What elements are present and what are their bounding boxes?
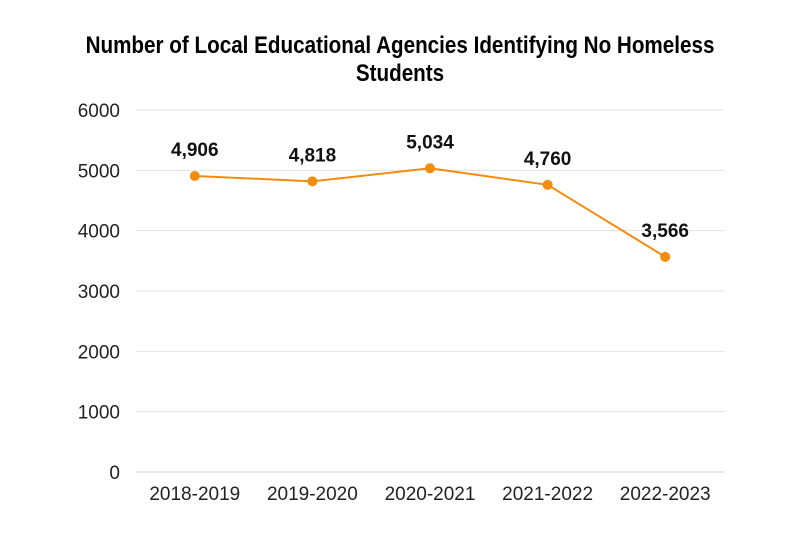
x-tick-label: 2018-2019 [149,484,240,505]
y-tick-label: 6000 [78,101,120,122]
y-tick-label: 2000 [78,342,120,363]
y-tick-label: 1000 [78,403,120,424]
data-point [307,176,318,187]
y-axis-tick-labels: 0 1000 2000 3000 4000 5000 6000 [78,101,120,484]
y-tick-label: 3000 [78,282,120,303]
data-label: 4,760 [524,149,572,170]
data-point [189,171,200,182]
x-tick-label: 2021-2022 [502,484,593,505]
data-label: 5,034 [406,132,454,153]
gridlines [136,109,724,473]
series-line [194,167,666,258]
chart-title: Number of Local Educational Agencies Ide… [85,32,715,87]
x-tick-label: 2020-2021 [385,484,476,505]
x-axis-tick-labels: 2018-2019 2019-2020 2020-2021 2021-2022 2022… [149,484,710,505]
x-tick-label: 2019-2020 [267,484,358,505]
y-tick-label: 4000 [78,222,120,243]
data-label: 4,906 [171,140,219,161]
data-label: 3,566 [641,221,689,242]
x-tick-label: 2022-2023 [620,484,711,505]
data-point [660,251,671,262]
y-tick-label: 0 [109,463,120,484]
series-line-group [189,163,671,262]
data-labels: 4,906 4,818 5,034 4,760 3,566 [171,132,689,242]
y-tick-label: 5000 [78,161,120,182]
data-point [542,179,553,190]
data-point [425,163,435,174]
data-label: 4,818 [289,145,337,166]
